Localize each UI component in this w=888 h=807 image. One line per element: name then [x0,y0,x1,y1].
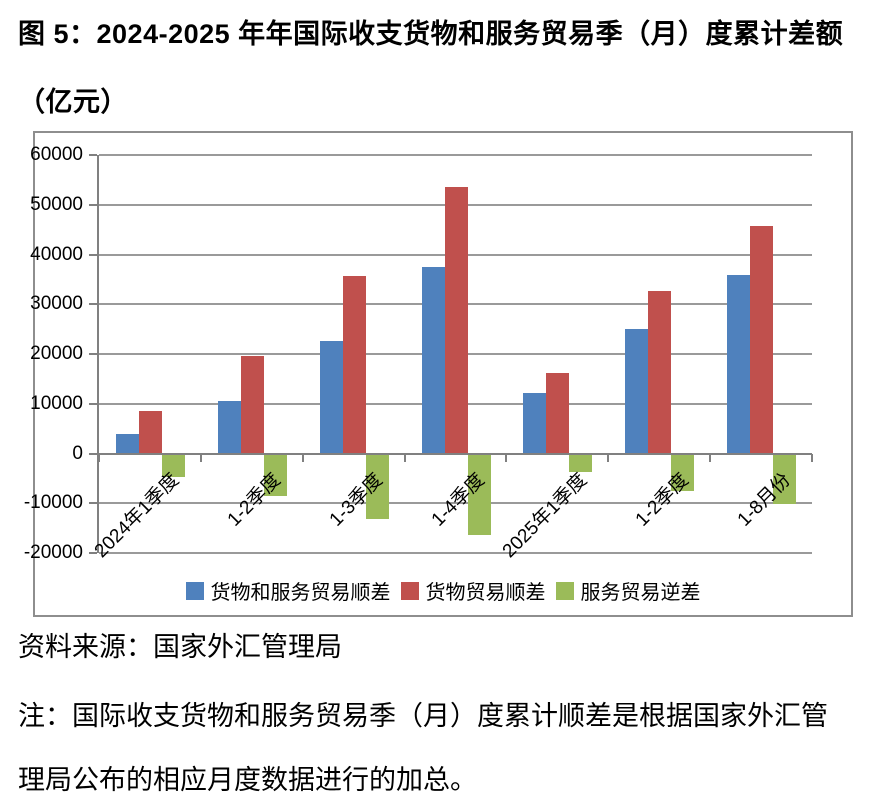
x-axis-category-label: 2024年1季度 [90,469,184,562]
bar-services-2 [365,454,389,520]
legend-item-0: 货物和服务贸易顺差 [185,576,391,605]
y-axis-tick [89,402,97,405]
plot-area: 60000 50000 40000 30000 20000 10000 0 -10000 -20… [24,144,813,563]
y-axis-tick [89,154,97,156]
bar-goods-services-0 [116,433,139,454]
bar-services-6 [773,454,797,505]
x-axis-tick [199,453,202,462]
note-text: 注：国际收支货物和服务贸易季（月）度累计顺差是根据国家外汇管理局公布的相应月度数… [18,701,828,795]
legend-item-1: 货物贸易顺差 [400,576,546,605]
x-axis-line [99,452,812,455]
y-axis-label: -20000 [23,542,83,563]
bar-services-1 [263,454,287,497]
y-axis-tick [89,303,97,306]
bar-goods-4 [546,372,570,454]
y-axis-tick [89,253,97,256]
y-axis-tick [89,502,97,505]
bar-goods-0 [139,410,162,454]
x-axis-category-label: 2025年1季度 [498,469,591,562]
x-axis-tick [607,453,610,462]
gridline [99,552,812,554]
legend-swatch [400,581,419,600]
bar-goods-3 [444,187,468,454]
bar-goods-services-6 [727,274,751,454]
y-axis-label: 30000 [30,293,83,315]
gridline [99,154,812,156]
legend-swatch [185,581,204,600]
y-axis-label: 10000 [30,392,83,414]
chart-frame: 60000 50000 40000 30000 20000 10000 0 -10000 -20… [24,131,853,617]
bar-goods-1 [240,356,264,454]
legend-swatch [555,581,574,600]
legend-label: 货物和服务贸易顺差 [210,582,391,604]
y-axis-label: 60000 [30,144,83,165]
bar-goods-2 [342,275,366,454]
y-axis-label: 20000 [30,343,83,364]
x-axis-tick [505,453,508,462]
legend-label: 服务贸易逆差 [580,582,701,604]
bar-goods-services-1 [217,400,241,454]
x-axis-tick [403,453,406,462]
y-axis-label: 50000 [30,193,83,215]
x-axis-tick [98,453,100,462]
legend-label: 货物贸易顺差 [425,582,546,604]
bar-services-5 [671,454,695,492]
bar-goods-6 [750,226,774,454]
y-axis-tick [89,203,97,206]
x-axis-category-label: 1-2季度 [631,469,693,531]
x-axis-tick [301,453,304,462]
x-axis-tick [811,453,813,462]
y-axis-label: 40000 [30,243,83,265]
x-axis-tick [709,453,712,462]
figure-title: 图 5：2024-2025 年年国际收支货物和服务贸易季（月）度累计差额（亿元） [18,19,844,117]
y-axis-label: 0 [72,442,83,464]
bar-goods-services-3 [421,267,445,454]
bar-goods-5 [648,291,672,454]
y-axis-line [97,155,99,553]
y-axis-tick [89,353,97,355]
source-text: 资料来源：国家外汇管理局 [18,632,342,662]
bar-services-4 [569,454,593,473]
gridline [99,502,812,505]
chart-legend: 货物和服务贸易顺差 货物贸易顺差 服务贸易逆差 [35,576,851,605]
y-axis-label: -10000 [23,492,83,514]
y-axis-tick [89,552,97,554]
bar-goods-services-2 [319,341,343,454]
bar-goods-services-4 [523,392,547,454]
y-axis-tick [89,452,97,455]
bar-services-0 [162,454,185,477]
bar-goods-services-5 [625,328,649,454]
legend-item-2: 服务贸易逆差 [555,576,701,605]
bar-services-3 [467,454,491,536]
x-axis-category-label: 1-2季度 [224,469,286,531]
